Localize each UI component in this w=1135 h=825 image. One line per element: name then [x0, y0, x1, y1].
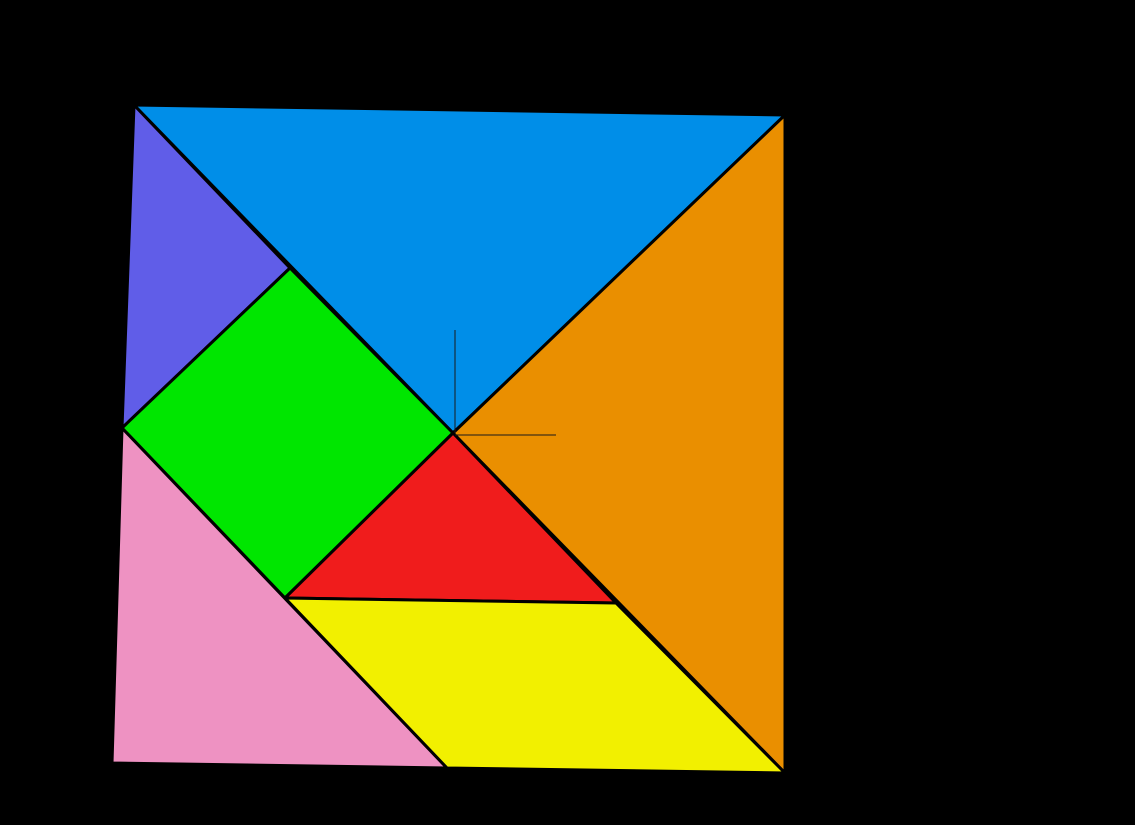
- parallelogram[interactable]: [283, 596, 787, 775]
- large-triangle-right[interactable]: [451, 113, 787, 775]
